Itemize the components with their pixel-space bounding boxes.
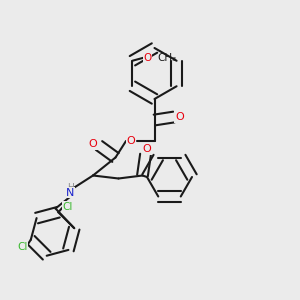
Text: N: N xyxy=(66,188,75,198)
Text: O: O xyxy=(143,53,152,63)
Text: O: O xyxy=(142,144,152,154)
Text: CH₃: CH₃ xyxy=(157,53,177,63)
Text: O: O xyxy=(88,139,98,149)
Text: O: O xyxy=(127,136,136,146)
Text: Cl: Cl xyxy=(63,202,73,212)
Text: O: O xyxy=(175,112,184,122)
Text: H: H xyxy=(67,183,74,192)
Text: Cl: Cl xyxy=(17,242,28,252)
